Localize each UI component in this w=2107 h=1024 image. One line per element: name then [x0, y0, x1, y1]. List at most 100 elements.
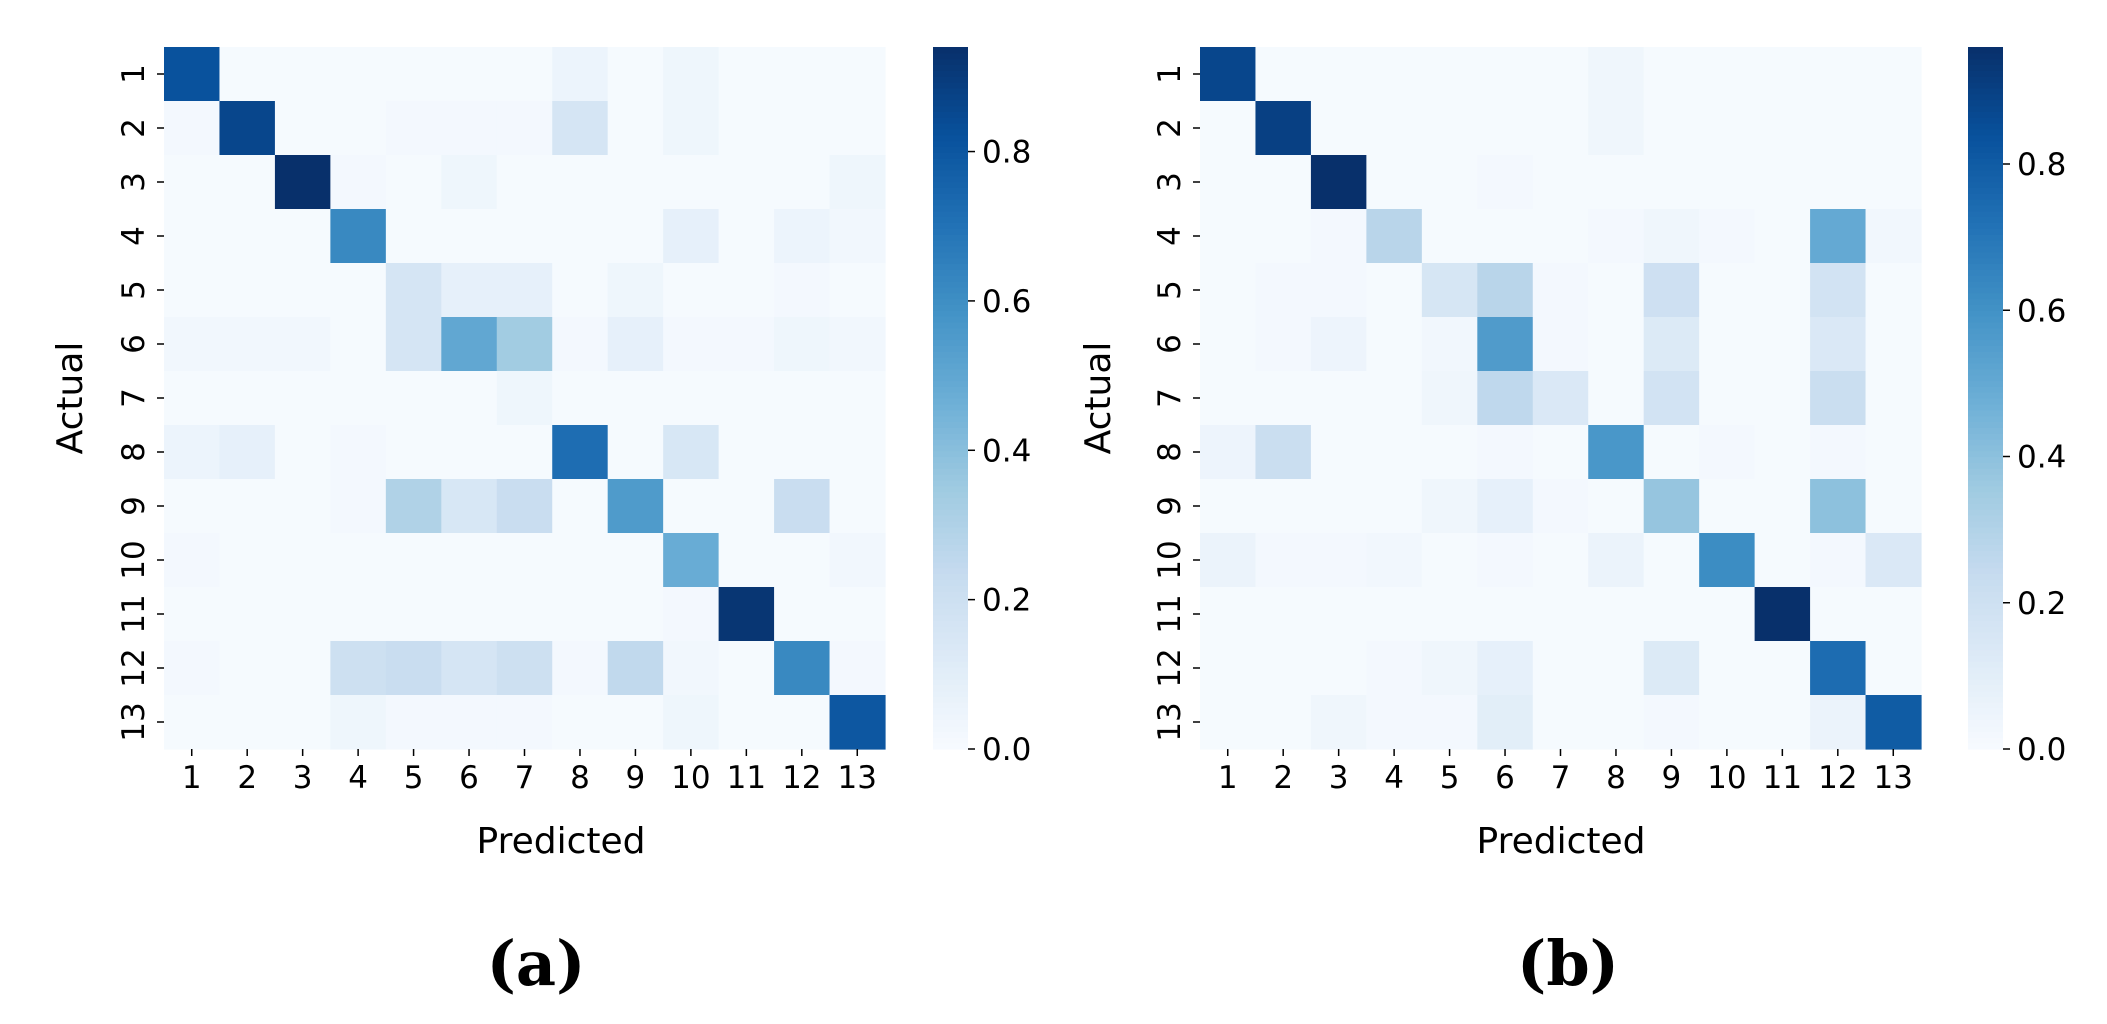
x-tick-label: 10 — [1707, 760, 1746, 796]
cell-r11-c2 — [1255, 587, 1312, 642]
y-tick-label: 2 — [116, 118, 152, 138]
colorbar-segment — [933, 281, 968, 288]
cell-r10-c5 — [1421, 533, 1478, 588]
colorbar-segment — [933, 93, 968, 101]
y-tick-label: 13 — [116, 702, 152, 741]
x-tick-label: 7 — [1551, 760, 1571, 796]
cell-r1-c11 — [1754, 47, 1811, 102]
cell-r11-c7 — [1532, 587, 1589, 642]
cell-r12-c4 — [1366, 641, 1423, 696]
colorbar-segment — [933, 140, 968, 148]
cell-r9-c2 — [219, 479, 276, 534]
colorbar-segment — [933, 263, 968, 270]
cell-r13-c11 — [718, 695, 775, 750]
y-tick-label: 6 — [116, 334, 152, 354]
cell-r11-c8 — [552, 587, 609, 642]
cell-r1-c7 — [496, 47, 553, 102]
cell-r3-c4 — [1366, 155, 1423, 210]
cell-r1-c9 — [607, 47, 664, 102]
cell-r1-c13 — [829, 47, 886, 102]
colorbar-segment — [933, 158, 968, 165]
cell-r13-c4 — [1366, 695, 1423, 750]
colorbar-segment — [933, 409, 968, 417]
y-tick-label: 13 — [1152, 702, 1188, 741]
cell-r2-c13 — [829, 101, 886, 156]
colorbar-segment — [1968, 310, 2003, 317]
cell-r10-c3 — [1310, 533, 1367, 588]
colorbar-segment — [933, 386, 968, 393]
cell-r1-c9 — [1643, 47, 1700, 102]
cell-r3-c3 — [274, 155, 331, 210]
colorbar-segment — [1968, 444, 2003, 452]
colorbar-segment — [1968, 608, 2003, 616]
y-tick-label: 5 — [1152, 280, 1188, 300]
colorbar-segment — [1968, 134, 2003, 142]
colorbar-segment — [1968, 719, 2003, 727]
cell-r3-c1 — [164, 155, 221, 210]
colorbar-segment — [933, 544, 968, 551]
colorbar-segment — [1968, 520, 2003, 528]
cell-r11-c7 — [496, 587, 553, 642]
cell-r3-c13 — [1865, 155, 1922, 210]
cell-r13-c5 — [385, 695, 442, 750]
cell-r4-c9 — [607, 209, 664, 264]
cell-r3-c6 — [441, 155, 498, 210]
cell-r3-c3 — [1310, 155, 1367, 210]
colorbar-segment — [933, 351, 968, 358]
colorbar-segment — [933, 52, 968, 60]
colorbar-segment — [933, 240, 968, 247]
cell-r1-c12 — [774, 47, 831, 102]
cell-r3-c10 — [1699, 155, 1756, 210]
colorbar-segment — [1968, 117, 2003, 124]
y-tick-label: 6 — [1152, 334, 1188, 354]
cell-r4-c3 — [274, 209, 331, 264]
cell-r8-c13 — [1865, 425, 1922, 480]
cell-r12-c12 — [1810, 641, 1867, 696]
colorbar-segment — [1968, 591, 2003, 598]
cell-r10-c5 — [385, 533, 442, 588]
panel-label: (a) — [487, 927, 586, 1000]
cell-r4-c8 — [552, 209, 609, 264]
cell-r6-c9 — [1643, 317, 1700, 372]
colorbar-segment — [1968, 199, 2003, 206]
cell-r10-c9 — [1643, 533, 1700, 588]
cell-r6-c2 — [1255, 317, 1312, 372]
x-tick-label: 3 — [1329, 760, 1349, 796]
colorbar-segment — [1968, 403, 2003, 411]
colorbar-segment — [933, 526, 968, 534]
cell-r11-c9 — [1643, 587, 1700, 642]
colorbar-segment — [933, 485, 968, 493]
cell-r9-c1 — [164, 479, 221, 534]
cell-r10-c11 — [1754, 533, 1811, 588]
cell-r11-c11 — [1754, 587, 1811, 642]
cell-r5-c10 — [1699, 263, 1756, 318]
cell-r2-c7 — [1532, 101, 1589, 156]
x-axis-label: Predicted — [477, 821, 646, 862]
cell-r8-c12 — [774, 425, 831, 480]
colorbar-segment — [933, 345, 968, 352]
cell-r5-c11 — [718, 263, 775, 318]
colorbar-segment — [933, 719, 968, 727]
cell-r2-c4 — [1366, 101, 1423, 156]
colorbar-segment — [933, 333, 968, 341]
colorbar-segment — [933, 491, 968, 499]
colorbar-tick-label: 0.2 — [2017, 586, 2066, 622]
cell-r11-c5 — [385, 587, 442, 642]
cell-r11-c10 — [663, 587, 720, 642]
colorbar-segment — [1968, 128, 2003, 136]
colorbar-segment — [1968, 409, 2003, 417]
colorbar-segment — [933, 661, 968, 668]
colorbar-segment — [1968, 257, 2003, 265]
cell-r1-c4 — [330, 47, 387, 102]
colorbar-segment — [933, 462, 968, 469]
cell-r2-c3 — [1310, 101, 1367, 156]
cell-r8-c6 — [441, 425, 498, 480]
cell-r7-c5 — [385, 371, 442, 426]
cell-r1-c8 — [1588, 47, 1645, 102]
cell-r4-c2 — [1255, 209, 1312, 264]
colorbar-segment — [933, 591, 968, 598]
cell-r10-c7 — [496, 533, 553, 588]
colorbar-segment — [1968, 702, 2003, 709]
cell-r10-c12 — [774, 533, 831, 588]
